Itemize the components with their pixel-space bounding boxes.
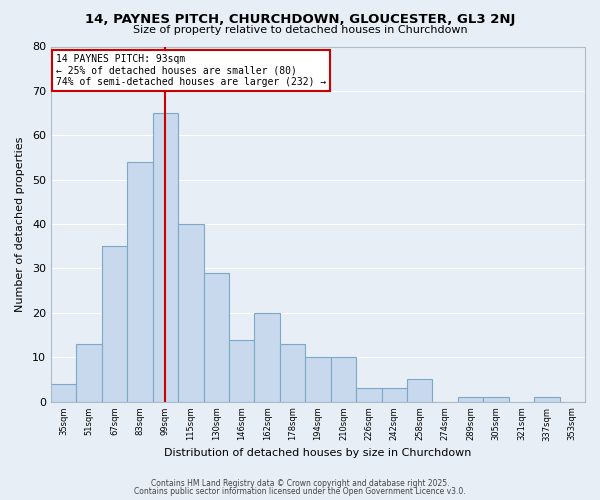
Bar [382, 388, 407, 402]
Bar [534, 398, 560, 402]
Bar [127, 162, 152, 402]
Bar [356, 388, 382, 402]
Text: Contains public sector information licensed under the Open Government Licence v3: Contains public sector information licen… [134, 487, 466, 496]
Bar [178, 224, 203, 402]
Bar [483, 398, 509, 402]
Bar [102, 246, 127, 402]
Bar [407, 380, 433, 402]
Text: Contains HM Land Registry data © Crown copyright and database right 2025.: Contains HM Land Registry data © Crown c… [151, 478, 449, 488]
Bar [280, 344, 305, 402]
Bar [305, 358, 331, 402]
Bar [458, 398, 483, 402]
Bar [51, 384, 76, 402]
X-axis label: Distribution of detached houses by size in Churchdown: Distribution of detached houses by size … [164, 448, 472, 458]
Y-axis label: Number of detached properties: Number of detached properties [15, 136, 25, 312]
Bar [254, 313, 280, 402]
Bar [152, 113, 178, 402]
Bar [76, 344, 102, 402]
Text: Size of property relative to detached houses in Churchdown: Size of property relative to detached ho… [133, 25, 467, 35]
Bar [331, 358, 356, 402]
Bar [203, 273, 229, 402]
Text: 14, PAYNES PITCH, CHURCHDOWN, GLOUCESTER, GL3 2NJ: 14, PAYNES PITCH, CHURCHDOWN, GLOUCESTER… [85, 12, 515, 26]
Text: 14 PAYNES PITCH: 93sqm
← 25% of detached houses are smaller (80)
74% of semi-det: 14 PAYNES PITCH: 93sqm ← 25% of detached… [56, 54, 326, 87]
Bar [229, 340, 254, 402]
